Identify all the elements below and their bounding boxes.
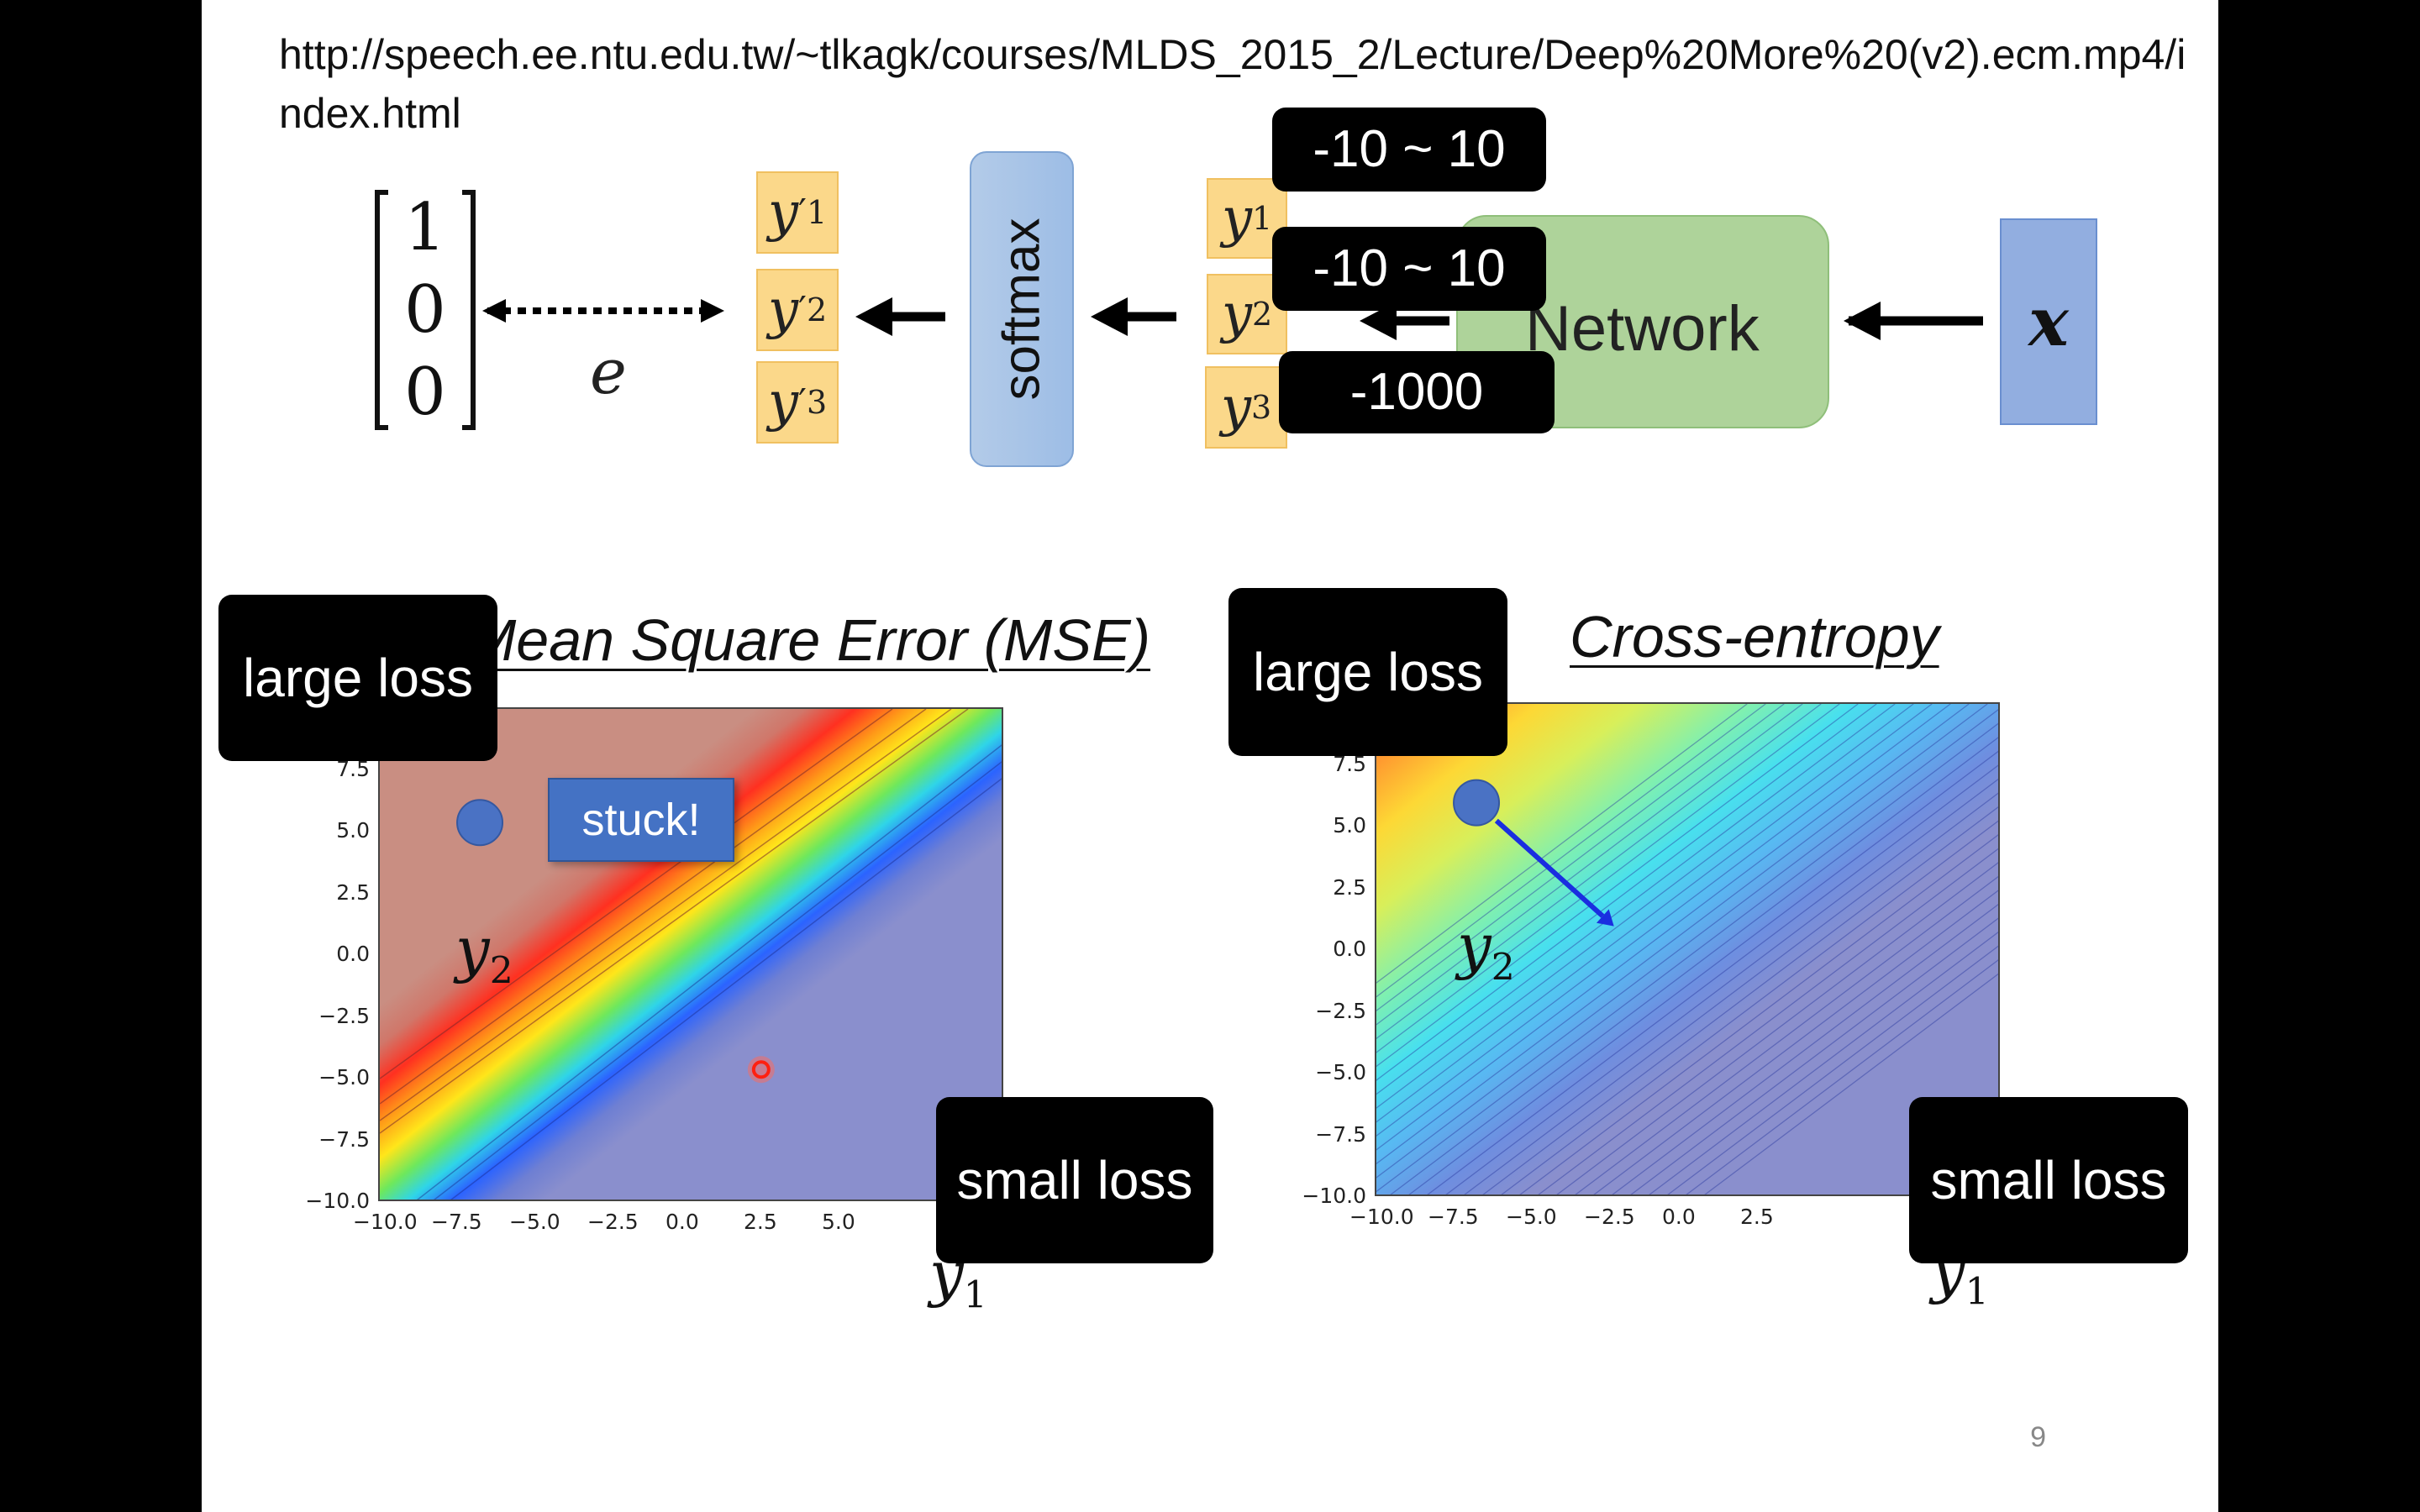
mse-large-loss-tag: large loss [218, 595, 497, 761]
output-y3-box: y ′ 3 [756, 361, 839, 444]
target-vector: 1 0 0 [375, 190, 476, 433]
x-tick-label: 0.0 [1662, 1205, 1696, 1229]
y-tick-label: −7.5 [318, 1126, 370, 1152]
y-tick-label: 0.0 [1333, 937, 1366, 961]
y-tick-label: −10.0 [305, 1189, 370, 1213]
mse-small-loss-tag: small loss [936, 1097, 1213, 1263]
range-tag-1: -10 ~ 10 [1272, 108, 1546, 192]
ce-large-loss-tag: large loss [1228, 588, 1507, 756]
x-tick-label: −2.5 [587, 1210, 639, 1234]
error-double-arrow [482, 299, 724, 323]
x-tick-label: −10.0 [1349, 1205, 1414, 1229]
source-url[interactable]: http://speech.ee.ntu.edu.tw/~tlkagk/cour… [279, 31, 2186, 137]
arrow-network-to-logits [1360, 302, 1449, 340]
slide: http://speech.ee.ntu.edu.tw/~tlkagk/cour… [202, 0, 2218, 1512]
ce-plot-area [1375, 702, 2000, 1196]
target-value-3: 0 [404, 354, 446, 430]
x-tick-label: 5.0 [822, 1210, 855, 1234]
x-tick-label: −2.5 [1584, 1205, 1635, 1229]
mse-start-point [456, 799, 504, 847]
ce-start-point [1453, 779, 1501, 827]
y-tick-label: 2.5 [1333, 874, 1366, 900]
mse-target-point [747, 1056, 775, 1084]
y-tick-label: −5.0 [318, 1065, 370, 1089]
arrow-logits-to-softmax [1091, 297, 1176, 336]
input-x-box: x [2000, 218, 2097, 425]
output-y1-box: y ′ 1 [756, 171, 839, 254]
y-tick-label: 2.5 [336, 879, 370, 905]
output-y2-box: y ′ 2 [756, 269, 839, 351]
softmax-block: softmax [970, 151, 1074, 467]
y-tick-label: −2.5 [318, 1003, 370, 1028]
ce-chart-title: Cross-entropy [1570, 604, 1939, 669]
x-tick-label: −5.0 [1506, 1205, 1557, 1229]
error-label: e [590, 336, 627, 408]
y-tick-label: 5.0 [336, 818, 370, 843]
y-tick-label: 0.0 [336, 942, 370, 966]
stuck-label: stuck! [548, 778, 734, 862]
x-tick-label: 2.5 [744, 1210, 777, 1234]
ce-ylabel: y2 [1457, 911, 1515, 990]
y-tick-label: −5.0 [1315, 1060, 1366, 1084]
y-tick-label: −2.5 [1315, 998, 1366, 1023]
mse-ylabel: y2 [455, 914, 513, 993]
x-tick-label: 0.0 [666, 1210, 699, 1234]
x-tick-label: −5.0 [509, 1210, 560, 1234]
x-tick-label: 2.5 [1740, 1205, 1774, 1229]
target-value-1: 1 [404, 190, 446, 265]
y-tick-label: −7.5 [1315, 1121, 1366, 1147]
x-tick-label: −7.5 [431, 1210, 482, 1234]
x-tick-label: −7.5 [1428, 1205, 1479, 1229]
target-value-2: 0 [404, 272, 446, 348]
ce-gradient-arrow [1494, 818, 1614, 927]
diagram-arrows [482, 297, 1983, 340]
y-tick-label: 5.0 [1333, 813, 1366, 837]
x-tick-label: −10.0 [353, 1210, 418, 1234]
range-tag-2: -10 ~ 10 [1272, 227, 1546, 311]
range-tag-3: -1000 [1279, 351, 1555, 433]
arrow-input-to-network [1844, 302, 1983, 340]
mse-chart-title: Mean Square Error (MSE) [467, 607, 1151, 673]
y-tick-label: −10.0 [1302, 1184, 1366, 1208]
arrow-softmax-to-output [855, 297, 945, 336]
page-number: 9 [2030, 1421, 2046, 1453]
ce-small-loss-tag: small loss [1909, 1097, 2188, 1263]
